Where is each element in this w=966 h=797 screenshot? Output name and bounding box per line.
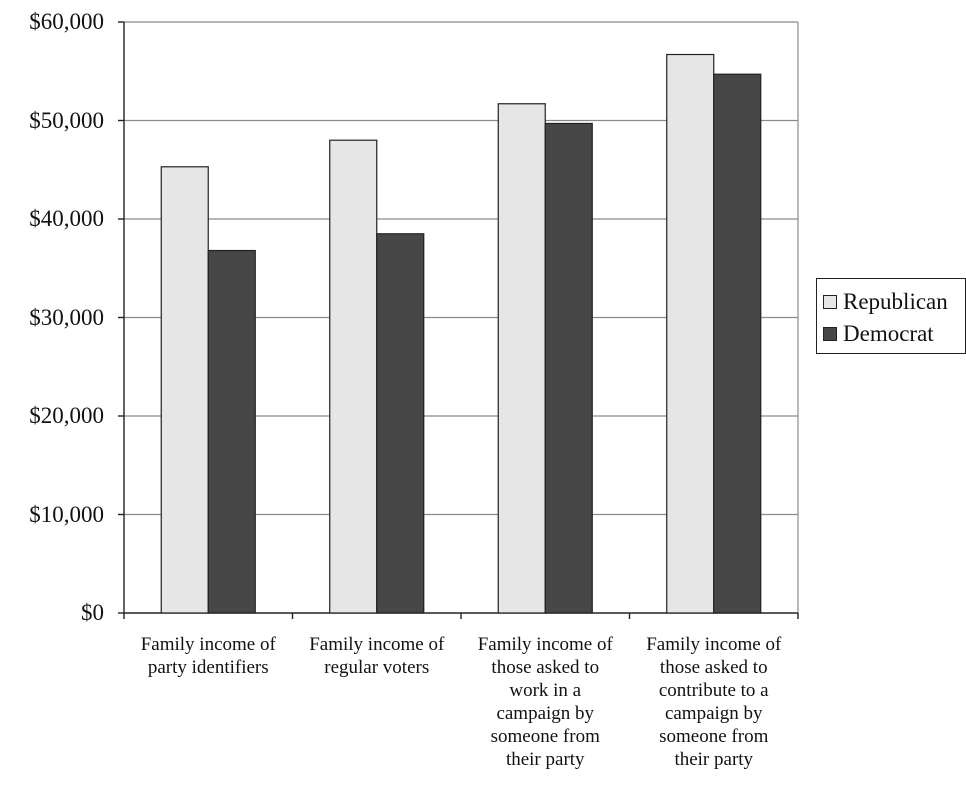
x-category-label-line: their party	[505, 749, 585, 770]
bar-democrat	[207, 249, 256, 614]
x-category-label-line: regular voters	[324, 657, 430, 678]
x-category-label-line: those asked to	[491, 657, 600, 678]
bar-republican	[329, 139, 378, 614]
x-category-label-line: Family income of	[477, 634, 613, 655]
x-category-label-line: someone from	[659, 726, 769, 747]
y-tick-label: $50,000	[29, 107, 104, 133]
y-tick-label: $40,000	[29, 206, 104, 231]
x-category-label-line: their party	[674, 749, 754, 770]
x-category-label-line: campaign by	[496, 703, 595, 724]
legend-label-republican: Republican	[843, 289, 948, 314]
x-category-label-line: someone from	[490, 726, 600, 747]
x-category-label-line: Family income of	[140, 634, 276, 655]
y-tick-label: $30,000	[29, 304, 104, 330]
x-category-label-line: Family income of	[646, 634, 782, 655]
x-category-label: Family income of regular voters	[293, 633, 461, 679]
y-tick-label: $0	[81, 600, 104, 625]
x-category-label-line: those asked to	[659, 657, 768, 678]
x-category-label: Family income of party identifiers	[124, 633, 292, 679]
x-category-label-line: party identifiers	[147, 657, 269, 678]
x-category-label: Family income of those asked to contribute…	[630, 633, 798, 771]
bar-democrat	[713, 73, 762, 614]
y-tick-label: $20,000	[29, 403, 104, 428]
bar-democrat	[544, 122, 593, 614]
legend-item-democrat: Democrat	[823, 319, 934, 349]
legend-swatch-republican	[823, 295, 837, 309]
bar-republican	[497, 103, 546, 614]
x-category-label-line: campaign by	[664, 703, 763, 724]
bar-republican	[160, 166, 209, 614]
bar-democrat	[376, 233, 425, 614]
x-category-label-line: work in a	[509, 680, 582, 701]
legend-item-republican: Republican	[823, 287, 948, 317]
legend-label-democrat: Democrat	[843, 321, 934, 346]
y-tick-label: $60,000	[29, 9, 104, 34]
x-category-label-line: contribute to a	[658, 680, 769, 701]
x-category-label-line: Family income of	[309, 634, 445, 655]
legend: Republican Democrat	[816, 278, 966, 354]
legend-swatch-democrat	[823, 327, 837, 341]
bar-republican	[666, 53, 715, 614]
y-tick-label: $10,000	[29, 501, 104, 527]
